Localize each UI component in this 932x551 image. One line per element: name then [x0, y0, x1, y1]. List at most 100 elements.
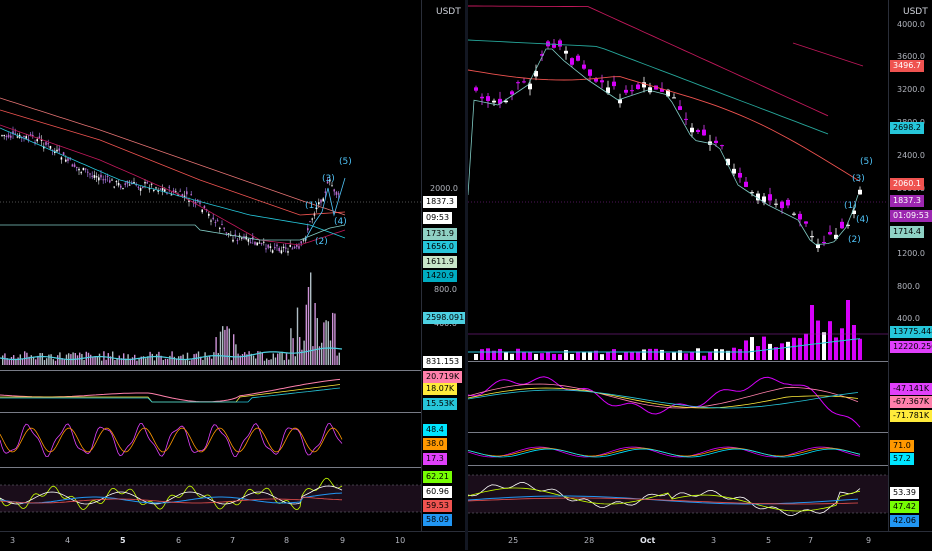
volume-bar: [263, 360, 266, 365]
candle-body: [280, 250, 283, 254]
volume-bar: [666, 352, 670, 360]
candle-body: [29, 134, 32, 136]
candle-body: [210, 220, 212, 222]
candle-body: [293, 246, 296, 249]
volume-bar: [244, 352, 246, 365]
left-chart-pane[interactable]: (5)(3)(1)(4)(2) USDT 2000.0 800.0 400.0 …: [0, 0, 468, 551]
right-price-axis[interactable]: USDT 4000.03600.03200.02800.02400.02000.…: [888, 0, 932, 531]
volume-bar: [26, 352, 28, 365]
candle-body: [846, 224, 850, 226]
volume-bar: [738, 349, 742, 360]
candle-body: [324, 191, 327, 193]
value-badge: 01:09:53: [890, 210, 932, 222]
volume-bar: [222, 326, 224, 365]
candle-body: [10, 135, 12, 138]
pane-divider[interactable]: [0, 467, 465, 468]
candle-body: [792, 213, 796, 215]
volume-bar: [307, 286, 310, 365]
volume-bar: [846, 300, 850, 360]
candle-body: [100, 174, 102, 178]
pane-divider[interactable]: [468, 361, 932, 362]
candle-body: [256, 242, 258, 246]
volume-bar: [570, 353, 574, 360]
candle-body: [252, 236, 254, 240]
candle-body: [516, 82, 520, 84]
candle-body: [311, 218, 313, 220]
time-tick: 8: [284, 536, 290, 545]
price-tick: 2400.0: [897, 151, 925, 160]
right-time-axis[interactable]: 25 28 Oct 3 5 7 9: [468, 531, 932, 551]
wave-label: (2): [848, 235, 861, 245]
volume-bar: [138, 358, 140, 365]
candle-body: [212, 217, 214, 220]
candle-body: [780, 201, 784, 209]
candle-body: [660, 88, 664, 92]
candle-body: [76, 166, 78, 168]
right-chart-canvas[interactable]: (5) (3) (1) (4) (2): [468, 0, 888, 531]
layout-splitter[interactable]: [465, 0, 468, 550]
volume-ma-line: [0, 347, 343, 361]
volume-bar: [15, 358, 17, 365]
candle-body: [834, 234, 838, 239]
pane-divider[interactable]: [0, 370, 465, 371]
volume-bar: [277, 353, 279, 365]
candle-body: [804, 221, 808, 224]
candle-body: [34, 141, 36, 144]
volume-bar: [840, 328, 844, 360]
volume-bar: [48, 354, 50, 365]
volume-bar: [167, 359, 169, 365]
volume-bar: [576, 351, 580, 360]
candle-body: [102, 179, 104, 181]
volume-bar: [129, 358, 131, 365]
volume-bar: [303, 340, 305, 365]
volume-bar: [8, 359, 10, 365]
volume-bar: [792, 337, 796, 360]
time-tick: 10: [395, 536, 406, 545]
time-tick: 28: [584, 536, 595, 545]
indicator-line: [468, 389, 859, 409]
volume-bar: [582, 351, 586, 360]
pane-divider[interactable]: [468, 432, 932, 433]
volume-bar: [516, 348, 520, 360]
volume-bar: [105, 359, 107, 365]
left-chart-canvas[interactable]: (5) (3) (1) (4) (2): [0, 0, 421, 531]
volume-bar: [558, 354, 562, 360]
pane-divider[interactable]: [468, 465, 932, 466]
volume-bar: [272, 353, 274, 365]
time-tick: 9: [866, 536, 872, 545]
volume-bar: [239, 355, 241, 365]
candle-body: [95, 176, 98, 178]
candle-body: [636, 84, 640, 89]
volume-bar: [136, 360, 138, 365]
volume-bar: [318, 346, 321, 365]
volume-bar: [142, 356, 145, 365]
volume-bar: [230, 360, 233, 365]
volume-bar: [21, 358, 24, 365]
volume-bar: [57, 355, 59, 365]
volume-bar: [149, 351, 151, 365]
volume-bar: [321, 342, 323, 365]
candle-body: [322, 198, 324, 202]
candle-body: [181, 194, 184, 197]
volume-bar: [30, 355, 32, 365]
right-chart-pane[interactable]: (5) (3) (1) (4) (2) USDT 4000.0 3600.0 3200.0 2…: [468, 0, 932, 551]
left-time-axis[interactable]: 3 4 5 6 7 8 9 10: [0, 531, 465, 551]
candle-body: [117, 182, 120, 186]
left-price-axis[interactable]: USDT 2000.0 800.0 400.0 1837.309:531731.…: [421, 0, 468, 531]
rsi-line: [0, 485, 343, 505]
volume-bar: [37, 355, 39, 365]
volume-bar: [217, 353, 219, 365]
volume-bar: [279, 352, 281, 365]
candle-body: [714, 140, 718, 144]
pane-divider[interactable]: [0, 412, 465, 413]
candle-body: [78, 168, 80, 171]
candle-body: [82, 167, 85, 171]
candle-body: [124, 183, 126, 185]
time-tick: 6: [176, 536, 182, 545]
volume-bar: [208, 356, 211, 365]
volume-bar: [252, 355, 255, 365]
volume-bar: [156, 354, 158, 365]
wave-label: (5): [339, 157, 352, 167]
volume-bar: [534, 353, 538, 360]
volume-bar: [219, 331, 222, 365]
